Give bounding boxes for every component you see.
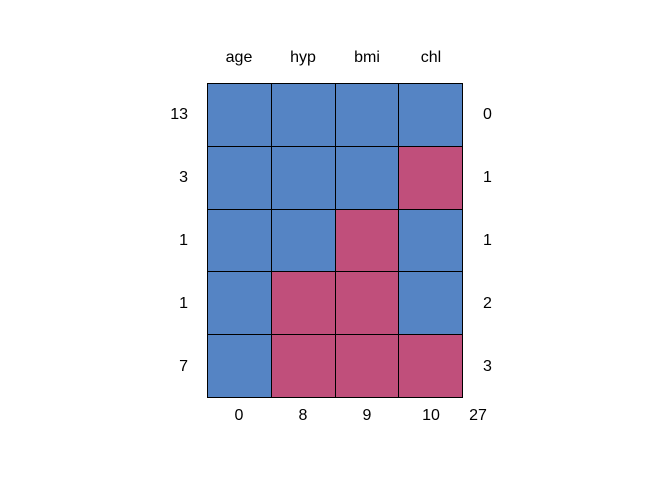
- row-count-label: 3: [179, 168, 188, 186]
- pattern-cell: [271, 84, 335, 146]
- pattern-cell: [399, 84, 462, 146]
- column-missing-total-label: 10: [422, 406, 440, 424]
- row-count-labels: 13 3 1 1 7: [98, 83, 188, 398]
- row-count-label: 1: [179, 294, 188, 312]
- row-missing-count-label: 1: [483, 231, 492, 249]
- row-missing-count-label: 0: [483, 105, 492, 123]
- row-missing-count-label: 1: [483, 168, 492, 186]
- pattern-cell: [335, 272, 399, 335]
- pattern-cell: [271, 146, 335, 209]
- pattern-cell: [399, 209, 462, 272]
- column-headers: age hyp bmi chl: [207, 49, 463, 67]
- total-missing-label: 27: [469, 406, 487, 424]
- row-missing-count-label: 2: [483, 294, 492, 312]
- pattern-cell: [208, 84, 271, 146]
- pattern-cell: [208, 146, 271, 209]
- column-missing-total-label: 9: [362, 406, 372, 424]
- pattern-cell: [271, 335, 335, 397]
- pattern-cell: [208, 209, 271, 272]
- pattern-grid: [207, 83, 463, 398]
- pattern-cell: [335, 335, 399, 397]
- pattern-cell: [271, 209, 335, 272]
- pattern-cell: [399, 272, 462, 335]
- column-header-age: age: [225, 49, 253, 66]
- pattern-cell: [335, 84, 399, 146]
- column-header-bmi: bmi: [354, 49, 380, 66]
- pattern-cell: [208, 335, 271, 397]
- pattern-cell: [208, 272, 271, 335]
- pattern-cell: [399, 146, 462, 209]
- row-count-label: 13: [170, 105, 188, 123]
- pattern-cell: [335, 209, 399, 272]
- row-missing-count-label: 3: [483, 357, 492, 375]
- pattern-cell: [335, 146, 399, 209]
- column-missing-total-labels: 0 8 9 10: [207, 407, 463, 424]
- column-header-chl: chl: [420, 49, 442, 66]
- row-count-label: 1: [179, 231, 188, 249]
- column-missing-total-label: 8: [298, 406, 308, 424]
- column-missing-total-label: 0: [234, 406, 244, 424]
- column-header-hyp: hyp: [290, 49, 316, 66]
- row-missing-count-labels: 0 1 1 2 3: [483, 83, 543, 398]
- pattern-cell: [399, 335, 462, 397]
- pattern-cell: [271, 272, 335, 335]
- row-count-label: 7: [179, 357, 188, 375]
